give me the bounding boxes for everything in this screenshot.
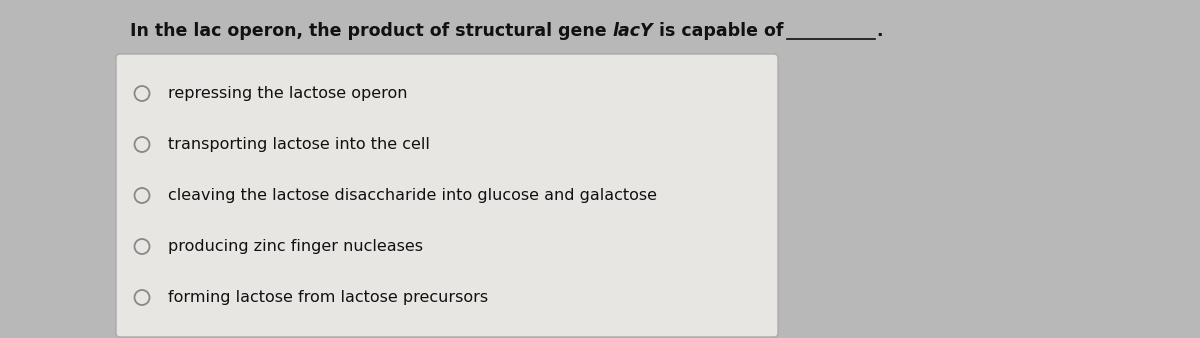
Text: cleaving the lactose disaccharide into glucose and galactose: cleaving the lactose disaccharide into g… [168,188,658,203]
Text: In the lac operon, the product of structural gene: In the lac operon, the product of struct… [130,22,613,40]
Text: producing zinc finger nucleases: producing zinc finger nucleases [168,239,424,254]
Text: repressing the lactose operon: repressing the lactose operon [168,86,408,101]
Text: is capable of: is capable of [653,22,784,40]
FancyBboxPatch shape [116,54,778,337]
Text: forming lactose from lactose precursors: forming lactose from lactose precursors [168,290,488,305]
Text: transporting lactose into the cell: transporting lactose into the cell [168,137,430,152]
Text: .: . [877,22,883,40]
Text: lacY: lacY [613,22,653,40]
